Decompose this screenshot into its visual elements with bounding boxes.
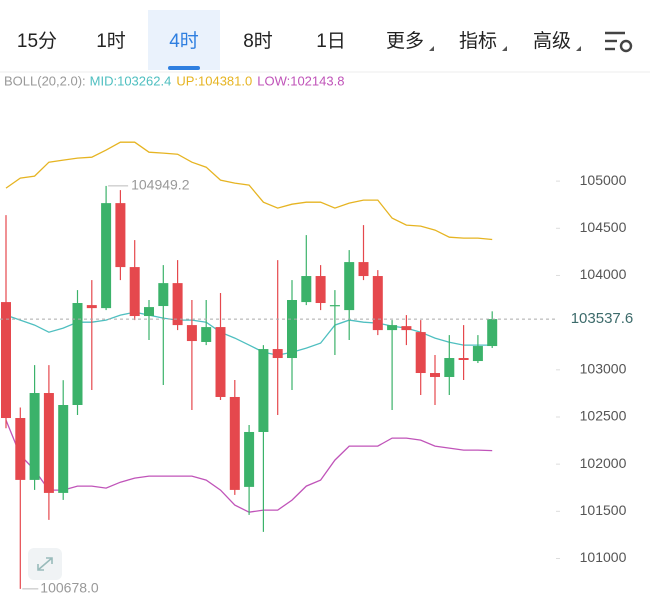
indicator-label: BOLL(20,2.0):	[4, 73, 86, 88]
y-tick-label: 102000	[580, 455, 627, 471]
candle-body	[272, 349, 283, 359]
legend: BOLL(20,2.0): MID:103262.4 UP:104381.0 LOW:…	[4, 73, 344, 88]
tab[interactable]: 更多	[386, 30, 424, 52]
candle-body	[358, 262, 369, 277]
y-tick-label: 105000	[580, 172, 627, 188]
plot: 101000 101500 102000 102500 103000 104000 1045…	[0, 141, 644, 596]
tab[interactable]: 1时	[96, 30, 126, 52]
candle-body	[72, 303, 83, 405]
dropdown-arrow	[576, 46, 581, 51]
candle-body	[344, 262, 355, 311]
candle-body	[172, 283, 183, 326]
tab-bar: 15分 1时 4时 8时 1日 更多 指标 高级	[17, 30, 581, 52]
tab[interactable]: 高级	[533, 30, 571, 52]
y-tick-label: 104500	[580, 219, 627, 235]
y-tick-label: 101000	[580, 549, 627, 565]
price-label: 103537.6	[571, 310, 634, 327]
y-tick-label: 102500	[580, 408, 627, 424]
dropdown-arrow	[429, 46, 434, 51]
candle-body	[43, 393, 54, 493]
candle-body	[244, 431, 255, 487]
candle-body	[186, 325, 197, 342]
candle-body	[415, 332, 426, 374]
candle-body	[144, 307, 154, 317]
candle-body	[215, 327, 226, 397]
tab[interactable]: 4时	[169, 30, 199, 52]
candle-body	[329, 305, 340, 307]
candle-body	[29, 393, 40, 480]
candle-body	[401, 326, 412, 331]
selected-tab-underline	[168, 66, 200, 70]
settings-icon[interactable]	[605, 31, 633, 53]
dropdown-arrow	[502, 46, 507, 51]
selected-tab-bg	[148, 10, 220, 70]
candle-body	[430, 373, 440, 377]
legend-entry: LOW:102143.8	[257, 73, 344, 88]
candle-body	[58, 405, 69, 493]
candle-body	[201, 327, 212, 342]
expand-arrows[interactable]	[37, 557, 53, 571]
candle-body	[15, 418, 26, 480]
candle-body	[315, 276, 326, 304]
candle-body	[372, 276, 383, 331]
candle-body	[129, 267, 140, 317]
high-label: 104949.2	[131, 177, 190, 193]
candle-body	[258, 349, 269, 432]
candle-body	[101, 203, 112, 309]
candle-body	[115, 203, 126, 268]
candle-body	[487, 319, 498, 347]
tab[interactable]: 指标	[459, 30, 497, 52]
tab[interactable]: 15分	[17, 30, 57, 52]
candle-body	[301, 276, 312, 303]
tab[interactable]: 8时	[243, 30, 273, 52]
candle-body	[387, 325, 398, 331]
y-tick-label: 101500	[580, 502, 627, 518]
legend-entry: UP:104381.0	[176, 73, 252, 88]
candle-body	[287, 300, 297, 359]
expand-icon[interactable]	[28, 548, 62, 580]
boll-line	[5, 141, 493, 241]
candle-body	[1, 302, 11, 419]
candle-body	[158, 283, 169, 307]
tab[interactable]: 1日	[316, 31, 346, 52]
candle-body	[86, 305, 97, 309]
y-tick-label: 104000	[580, 266, 627, 282]
y-tick-label: 103000	[580, 361, 627, 377]
candle-body	[229, 396, 240, 490]
legend-entry: MID:103262.4	[90, 73, 172, 88]
candle-body	[472, 346, 483, 362]
low-label: 100678.0	[40, 580, 99, 596]
price-box	[560, 308, 644, 331]
candle-body	[458, 358, 469, 360]
candle-body	[444, 358, 455, 377]
